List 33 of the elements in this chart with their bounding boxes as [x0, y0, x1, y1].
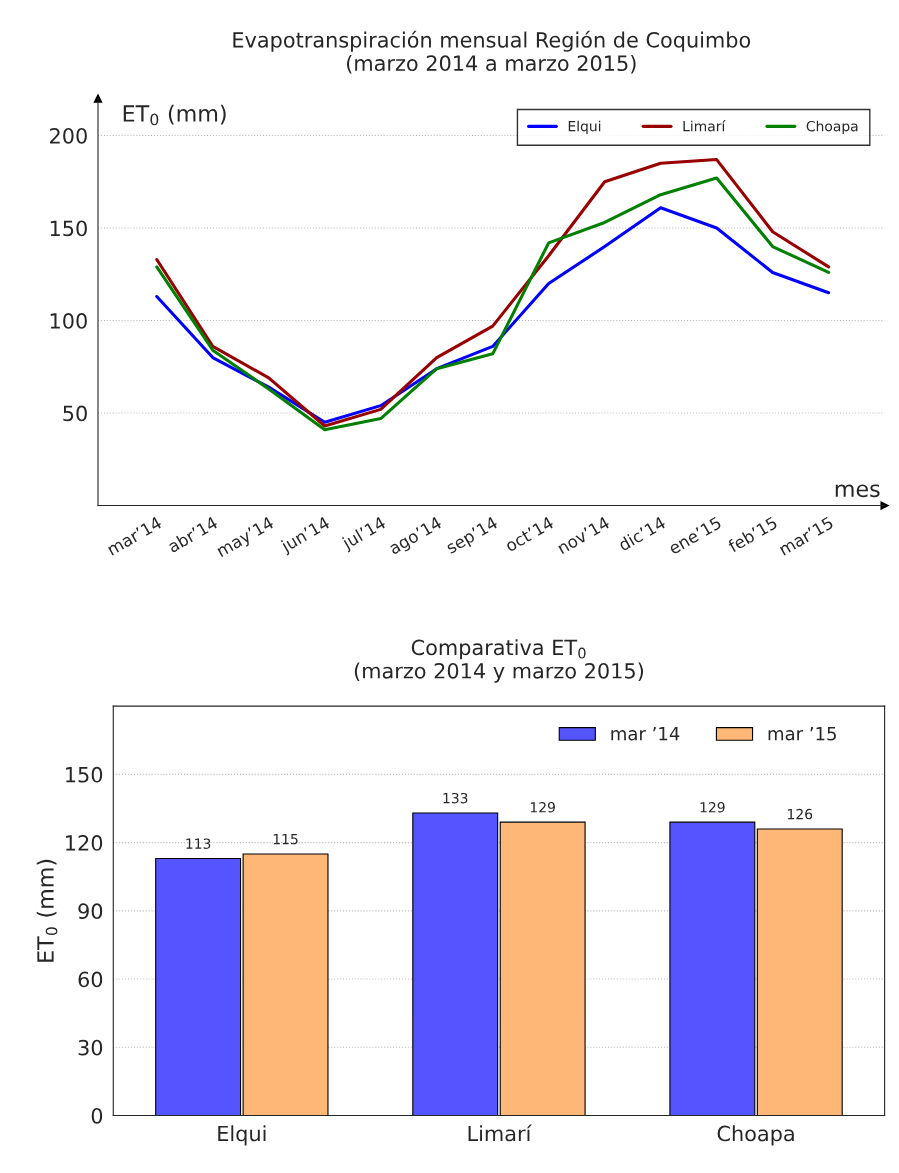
bar — [669, 821, 756, 1116]
y-tick-label: 90 — [78, 903, 103, 920]
chart-title: Evapotranspiración mensual Región de Coquimbo (marzo 2014 a marzo 2015) — [233, 30, 751, 74]
chart-title: Comparativa ET$_{0}$ (marzo 2014 y marzo 2015) — [354, 639, 644, 683]
data-label: 129 — [700, 802, 725, 813]
bar — [499, 821, 586, 1116]
y-tick-label: 30 — [78, 1039, 103, 1056]
legend-label: Elqui — [568, 120, 601, 135]
legend-label: mar ’14 — [611, 727, 680, 741]
data-label: 133 — [443, 792, 468, 804]
x-axis-title: mes — [835, 484, 880, 498]
y-tick-label: 150 — [66, 766, 103, 783]
y-tick-label: 100 — [50, 313, 87, 329]
data-label: 113 — [186, 838, 211, 849]
y-tick-label: 200 — [50, 127, 87, 144]
y-axis-title: ET$_{0}$ (mm) — [36, 859, 58, 962]
x-tick-label: Limarí — [468, 1124, 532, 1142]
data-label: 115 — [273, 834, 298, 845]
y-tick-label: 120 — [66, 835, 103, 851]
x-tick-label: Choapa — [717, 1125, 794, 1146]
y-axis-title: ET$_{0}$ (mm) — [123, 104, 226, 126]
y-tick-label: 150 — [50, 220, 87, 237]
data-label: 129 — [530, 802, 555, 813]
bar — [412, 812, 499, 1116]
y-tick-label: 0 — [91, 1107, 103, 1124]
x-tick-label: Elqui — [218, 1125, 266, 1146]
legend-label: Choapa — [806, 120, 858, 135]
legend-label: Limarí — [683, 120, 726, 132]
y-tick-label: 50 — [63, 405, 87, 422]
legend-label: mar ’15 — [768, 727, 836, 741]
bar — [756, 828, 843, 1116]
y-tick-label: 60 — [78, 971, 103, 988]
data-label: 126 — [788, 808, 813, 820]
